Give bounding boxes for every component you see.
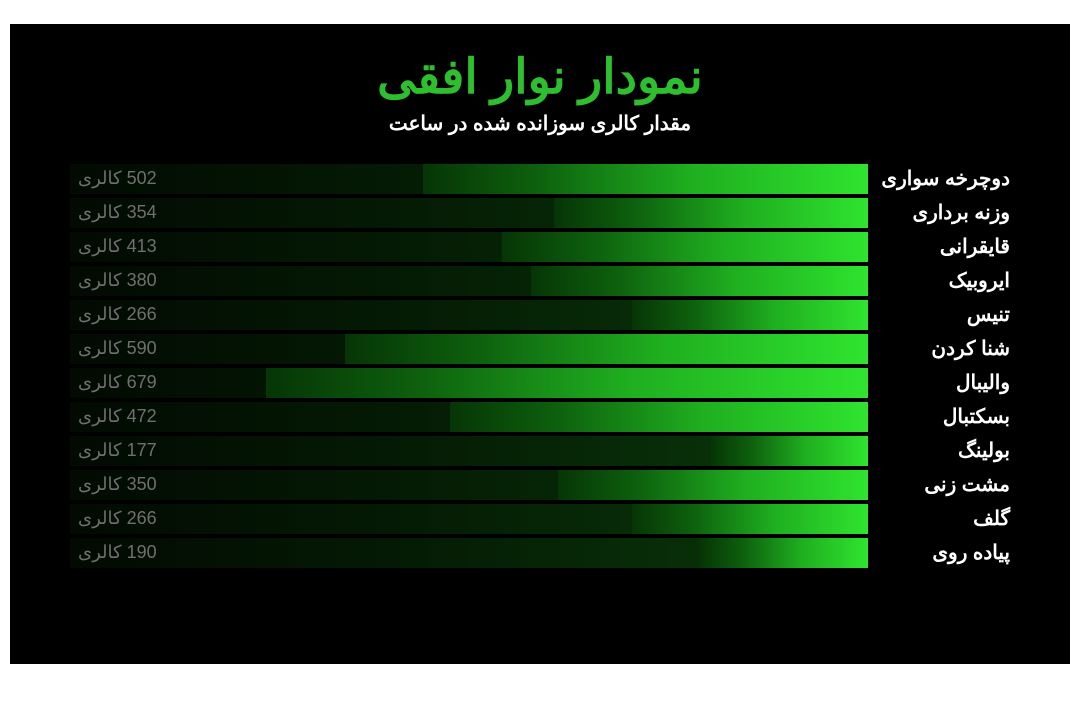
bar-track: 413 کالری — [70, 232, 868, 262]
category-label: مشت زنی — [880, 472, 1010, 497]
bar-fill — [632, 504, 868, 534]
bar-track: 472 کالری — [70, 402, 868, 432]
bar-row: والیبال 679 کالری — [70, 368, 1010, 398]
value-label: 380 کالری — [78, 266, 157, 296]
bar-row: پیاده روی 190 کالری — [70, 538, 1010, 568]
page-canvas: نمودار نوار افقی مقدار کالری سوزانده شده… — [0, 0, 1080, 720]
bar-row: تنیس 266 کالری — [70, 300, 1010, 330]
bar-fill — [711, 436, 868, 466]
bar-track: 190 کالری — [70, 538, 868, 568]
category-label: ایروبیک — [880, 268, 1010, 293]
bar-fill — [345, 334, 868, 364]
bar-track: 350 کالری — [70, 470, 868, 500]
bar-track: 679 کالری — [70, 368, 868, 398]
category-label: گلف — [880, 506, 1010, 531]
value-label: 590 کالری — [78, 334, 157, 364]
bar-row: قایقرانی 413 کالری — [70, 232, 1010, 262]
bar-track: 177 کالری — [70, 436, 868, 466]
bar-row: گلف 266 کالری — [70, 504, 1010, 534]
bar-fill — [450, 402, 869, 432]
value-label: 350 کالری — [78, 470, 157, 500]
category-label: وزنه برداری — [880, 200, 1010, 225]
category-label: بولینگ — [880, 438, 1010, 463]
value-label: 190 کالری — [78, 538, 157, 568]
value-label: 679 کالری — [78, 368, 157, 398]
bar-track: 380 کالری — [70, 266, 868, 296]
chart-subtitle: مقدار کالری سوزانده شده در ساعت — [70, 111, 1010, 136]
category-label: دوچرخه سواری — [880, 166, 1010, 191]
bar-row: مشت زنی 350 کالری — [70, 470, 1010, 500]
bar-track: 502 کالری — [70, 164, 868, 194]
chart-panel: نمودار نوار افقی مقدار کالری سوزانده شده… — [10, 24, 1070, 664]
bar-row: ایروبیک 380 کالری — [70, 266, 1010, 296]
bar-fill — [502, 232, 868, 262]
category-label: شنا کردن — [880, 336, 1010, 361]
bar-track: 266 کالری — [70, 504, 868, 534]
category-label: پیاده روی — [880, 540, 1010, 565]
category-label: قایقرانی — [880, 234, 1010, 259]
value-label: 354 کالری — [78, 198, 157, 228]
bar-row: شنا کردن 590 کالری — [70, 334, 1010, 364]
bar-fill — [531, 266, 868, 296]
bar-row: بسکتبال 472 کالری — [70, 402, 1010, 432]
bar-fill — [558, 470, 868, 500]
bar-fill — [554, 198, 868, 228]
value-label: 177 کالری — [78, 436, 157, 466]
value-label: 266 کالری — [78, 300, 157, 330]
category-label: بسکتبال — [880, 404, 1010, 429]
bar-track: 354 کالری — [70, 198, 868, 228]
category-label: والیبال — [880, 370, 1010, 395]
value-label: 502 کالری — [78, 164, 157, 194]
bar-fill — [423, 164, 868, 194]
category-label: تنیس — [880, 302, 1010, 327]
bar-fill — [700, 538, 868, 568]
value-label: 266 کالری — [78, 504, 157, 534]
bar-fill — [266, 368, 868, 398]
bar-row: دوچرخه سواری 502 کالری — [70, 164, 1010, 194]
bar-row: بولینگ 177 کالری — [70, 436, 1010, 466]
value-label: 413 کالری — [78, 232, 157, 262]
bar-row: وزنه برداری 354 کالری — [70, 198, 1010, 228]
value-label: 472 کالری — [78, 402, 157, 432]
bar-fill — [632, 300, 868, 330]
bar-chart: دوچرخه سواری 502 کالری وزنه برداری 354 کالر… — [70, 164, 1010, 568]
chart-title: نمودار نوار افقی — [70, 52, 1010, 105]
bar-track: 590 کالری — [70, 334, 868, 364]
bar-track: 266 کالری — [70, 300, 868, 330]
